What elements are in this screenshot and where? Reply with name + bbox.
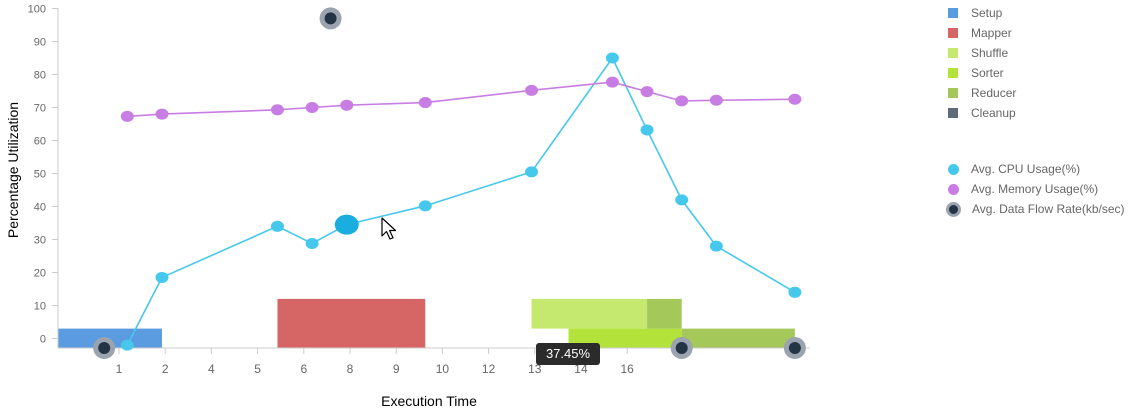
cpu-point[interactable] [155, 271, 169, 283]
memory-point[interactable] [788, 93, 802, 105]
x-tick-label: 12 [482, 362, 496, 376]
legend-item-cleanup[interactable]: Cleanup [948, 103, 1125, 123]
legend-swatch [948, 88, 958, 98]
cpu-point[interactable] [675, 194, 689, 206]
y-tick-label: 10 [34, 301, 46, 313]
phase-bar-reducer [647, 298, 682, 329]
phase-bar-shuffle [531, 298, 648, 329]
memory-point[interactable] [340, 99, 354, 111]
cpu-point[interactable] [270, 220, 284, 232]
memory-point[interactable] [525, 84, 539, 96]
data-flow-point[interactable] [670, 337, 693, 359]
y-ticks: 0 10 20 30 40 50 60 70 80 90 100 [28, 4, 58, 346]
legend-item-sorter[interactable]: Sorter [948, 63, 1125, 83]
x-axis-label: Execution Time [381, 393, 477, 409]
x-tick-label: 14 [574, 362, 588, 376]
legend-swatch [948, 108, 958, 118]
tooltip-box [536, 343, 600, 365]
legend-label: Setup [971, 6, 1003, 20]
legend-swatch [948, 8, 958, 18]
phase-bar-setup [58, 328, 162, 348]
x-tick-label: 2 [162, 362, 169, 376]
x-ticks: 1 2 4 5 6 8 9 10 12 13 14 16 [116, 348, 635, 376]
y-tick-label: 60 [34, 136, 46, 148]
x-tick-label: 10 [436, 362, 450, 376]
cpu-point[interactable] [709, 240, 723, 252]
y-tick-label: 30 [34, 235, 46, 247]
axes [57, 8, 810, 349]
cpu-point[interactable] [418, 200, 432, 212]
series-lines [126, 56, 796, 346]
memory-point[interactable] [605, 76, 619, 88]
x-tick-label: 6 [300, 362, 307, 376]
memory-point[interactable] [305, 102, 319, 113]
legend-marker [948, 163, 959, 175]
y-tick-label: 80 [34, 70, 46, 82]
cpu-point[interactable] [120, 339, 134, 351]
legend-label: Shuffle [971, 46, 1009, 60]
phase-bars [58, 298, 795, 348]
cpu-point[interactable] [525, 166, 539, 178]
legend-label: Reducer [971, 86, 1017, 100]
tooltip: 37.45% [536, 343, 600, 365]
memory-point[interactable] [155, 108, 169, 120]
cpu-point[interactable] [605, 52, 619, 64]
legend-item-series-1[interactable]: Avg. Memory Usage(%) [948, 179, 1125, 199]
legend-label: Mapper [971, 26, 1012, 40]
x-tick-label: 1 [116, 362, 123, 376]
legend-item-reducer[interactable]: Reducer [948, 83, 1125, 103]
series-points [93, 7, 806, 359]
y-axis-label: Percentage Utilization [5, 102, 21, 238]
y-tick-label: 90 [34, 37, 46, 49]
memory-point[interactable] [675, 95, 689, 107]
series-line-1 [127, 81, 795, 118]
x-tick-label: 8 [347, 362, 354, 376]
legend-swatch [948, 28, 958, 38]
legend-label: Cleanup [971, 106, 1016, 120]
x-tick-label: 4 [208, 362, 215, 376]
series-line-0 [126, 56, 796, 346]
legend-marker [948, 183, 959, 195]
legend-item-series-0[interactable]: Avg. CPU Usage(%) [948, 159, 1125, 179]
memory-point[interactable] [640, 86, 654, 98]
legend-marker [946, 201, 961, 217]
y-tick-label: 100 [28, 4, 46, 16]
legend-item-series-2[interactable]: Avg. Data Flow Rate(kb/sec) [946, 199, 1125, 219]
memory-point[interactable] [709, 94, 723, 106]
cpu-point[interactable] [334, 214, 359, 235]
y-tick-label: 20 [34, 268, 46, 280]
y-tick-label: 40 [34, 202, 46, 214]
mouse-cursor-icon [381, 217, 397, 240]
cpu-point[interactable] [788, 286, 802, 298]
x-tick-label: 5 [254, 362, 261, 376]
memory-point[interactable] [120, 110, 134, 122]
x-tick-label: 13 [528, 362, 542, 376]
data-flow-point[interactable] [319, 7, 342, 30]
memory-point[interactable] [418, 97, 432, 109]
data-flow-point[interactable] [93, 337, 116, 359]
cpu-point[interactable] [305, 237, 319, 249]
phase-bar-mapper [277, 298, 426, 348]
legend-swatch [948, 68, 958, 78]
cpu-point[interactable] [640, 124, 654, 136]
tooltip-text: 37.45% [546, 346, 591, 361]
legend-item-shuffle[interactable]: Shuffle [948, 43, 1125, 63]
data-flow-point[interactable] [783, 337, 806, 359]
y-tick-label: 70 [34, 103, 46, 115]
legend-swatch [948, 48, 958, 58]
legend: Setup Mapper Shuffle Sorter Reducer Cleanup Av… [946, 3, 1125, 219]
y-tick-label: 50 [34, 169, 46, 181]
phase-bar-reducer [681, 328, 795, 348]
legend-item-setup[interactable]: Setup [948, 3, 1125, 23]
legend-label: Avg. Memory Usage(%) [971, 182, 1099, 196]
legend-item-mapper[interactable]: Mapper [948, 23, 1125, 43]
x-tick-label: 9 [393, 362, 400, 376]
y-tick-label: 0 [40, 334, 46, 346]
legend-label: Avg. CPU Usage(%) [971, 162, 1081, 176]
x-tick-label: 16 [621, 362, 635, 376]
memory-point[interactable] [270, 104, 284, 116]
legend-label: Sorter [971, 66, 1004, 80]
legend-label: Avg. Data Flow Rate(kb/sec) [972, 202, 1125, 216]
